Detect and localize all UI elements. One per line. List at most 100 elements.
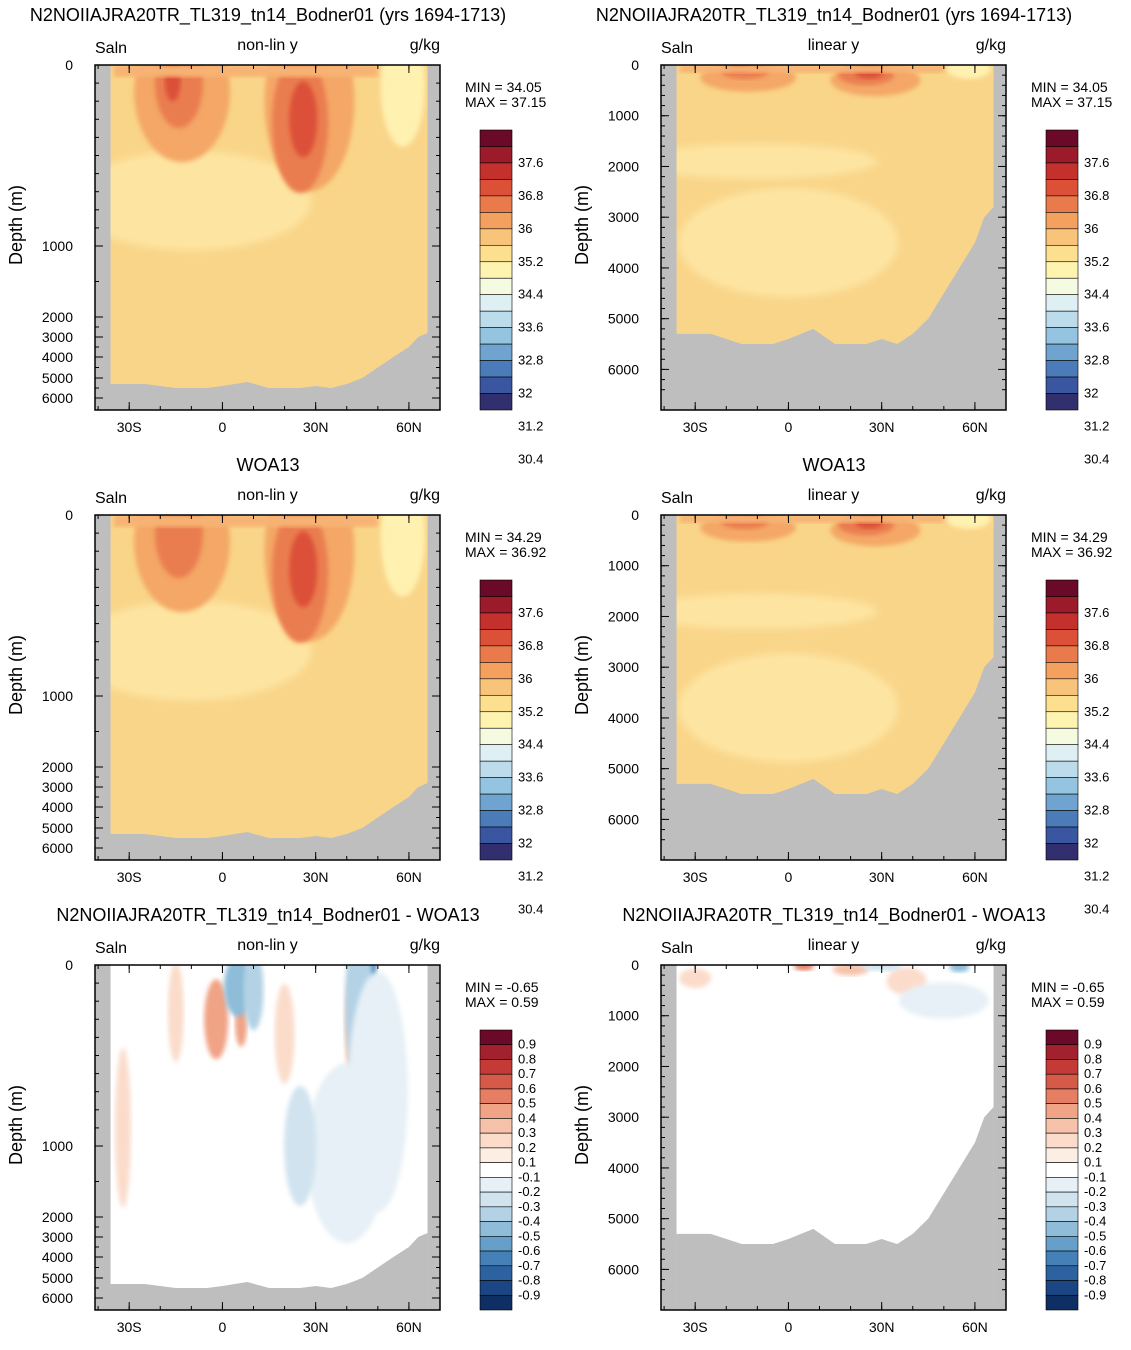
colorbar-label: 30.4 <box>518 901 543 916</box>
y-tick-label: 1000 <box>608 1008 639 1024</box>
colorbar-label: 35.2 <box>518 704 543 719</box>
colorbar-swatch <box>479 1147 513 1163</box>
max-value: MAX = 36.92 <box>1031 544 1113 560</box>
chart-panel-5: N2NOIIAJRA20TR_TL319_tn14_Bodner01 - WOA… <box>6 905 540 1335</box>
anomaly-4 <box>898 982 989 1019</box>
colorbar-swatch <box>1045 1280 1079 1296</box>
anomaly-13 <box>347 971 408 1212</box>
contour-field <box>661 965 1006 1310</box>
colorbar-swatch <box>1045 1294 1079 1311</box>
y-tick-label: 0 <box>631 957 639 973</box>
colorbar-swatch <box>479 777 513 795</box>
land-east <box>427 65 440 410</box>
y-tick-label: 5000 <box>608 311 639 327</box>
north-max <box>289 531 318 608</box>
contour-field <box>661 65 1006 410</box>
land-west <box>661 65 677 410</box>
chart-panel-3: WOA13 Saln non-lin y g/kg 0 1000 2000 3000 4000 5… <box>6 455 547 916</box>
land-west <box>95 965 111 1310</box>
colorbar-label: -0.4 <box>1084 1214 1106 1229</box>
colorbar-label: 0.5 <box>1084 1096 1102 1111</box>
x-tick-label: 30N <box>303 1319 329 1335</box>
colorbar-swatch <box>479 1059 513 1075</box>
x-tick-label: 30S <box>683 419 708 435</box>
colorbar-label: 37.6 <box>1084 605 1109 620</box>
colorbar-label: 0.4 <box>518 1110 536 1125</box>
colorbar-swatch <box>1045 629 1079 647</box>
y-tick-label: 6000 <box>608 361 639 377</box>
colorbar-swatch <box>1045 662 1079 680</box>
colorbar-swatch <box>479 678 513 696</box>
land-east <box>993 515 1006 860</box>
x-tick-label: 30N <box>869 869 895 885</box>
colorbar-label: 0.2 <box>1084 1140 1102 1155</box>
colorbar-label: -0.8 <box>1084 1273 1106 1288</box>
colorbar-label: 32.8 <box>518 803 543 818</box>
fresh-tongue <box>95 150 312 251</box>
x-tick-label: 0 <box>219 419 227 435</box>
chart-title: N2NOIIAJRA20TR_TL319_tn14_Bodner01 - WOA… <box>622 905 1045 926</box>
colorbar-swatch <box>1045 195 1079 213</box>
colorbar-swatch <box>1045 228 1079 246</box>
anomaly-1 <box>832 965 869 976</box>
variable-label: Saln <box>661 40 693 57</box>
x-tick-label: 30S <box>683 869 708 885</box>
colorbar-label: 33.6 <box>1084 770 1109 785</box>
x-tick-label: 30N <box>303 869 329 885</box>
colorbar: 0.90.80.70.60.50.40.30.20.1-0.1-0.2-0.3-… <box>1045 1029 1106 1311</box>
variable-label: Saln <box>95 940 127 957</box>
colorbar-swatch <box>479 727 513 746</box>
colorbar-swatch <box>1045 826 1079 844</box>
colorbar: 37.6 36.8 36 35.2 34.4 33.6 32.8 32 31.2 30.4 <box>479 129 543 466</box>
fresh-tongue <box>95 600 312 701</box>
y-axis-label: Depth (m) <box>6 635 26 715</box>
colorbar-swatch <box>479 1206 513 1222</box>
colorbar-label: -0.5 <box>1084 1228 1106 1243</box>
min-value: MIN = 34.29 <box>1031 529 1108 545</box>
y-tick-label: 2000 <box>608 608 639 624</box>
colorbar-label: 33.6 <box>1084 320 1109 335</box>
y-tick-label: 2000 <box>42 759 73 775</box>
colorbar-label: 0.8 <box>518 1051 536 1066</box>
colorbar-label: -0.7 <box>518 1258 540 1273</box>
subpolar-fresh <box>946 515 991 530</box>
colorbar-label: 33.6 <box>518 770 543 785</box>
y-tick-label: 6000 <box>42 840 73 856</box>
units-label: g/kg <box>976 487 1006 504</box>
colorbar-label: 34.4 <box>518 287 543 302</box>
colorbar-label: -0.3 <box>1084 1199 1106 1214</box>
colorbar-label: 0.6 <box>518 1081 536 1096</box>
colorbar-label: 30.4 <box>1084 901 1109 916</box>
colorbar-swatch <box>479 1265 513 1281</box>
land-east <box>427 965 440 1310</box>
chart-panel-1: N2NOIIAJRA20TR_TL319_tn14_Bodner01 (yrs … <box>6 5 547 466</box>
subpolar-fresh <box>380 65 425 147</box>
colorbar-swatch <box>479 1088 513 1104</box>
colorbar: 0.90.80.70.60.50.40.30.20.1-0.1-0.2-0.3-… <box>479 1029 540 1311</box>
y-axis-label: Depth (m) <box>572 185 592 265</box>
deep-fresh <box>678 187 899 298</box>
colorbar-swatch <box>479 1044 513 1060</box>
colorbar-label: 0.3 <box>1084 1125 1102 1140</box>
contour-field <box>95 515 440 860</box>
sea-floor <box>676 207 994 410</box>
colorbar-label: 0.1 <box>518 1155 536 1170</box>
colorbar-label: 37.6 <box>518 605 543 620</box>
colorbar-label: 36.8 <box>1084 188 1109 203</box>
colorbar-swatch <box>479 393 513 411</box>
units-label: g/kg <box>410 37 440 54</box>
chart-title: WOA13 <box>802 455 865 475</box>
x-tick-label: 60N <box>396 419 422 435</box>
colorbar-label: 34.4 <box>1084 287 1109 302</box>
contour-field <box>95 65 440 410</box>
colorbar-label: 32 <box>518 386 532 401</box>
land-west <box>661 965 677 1310</box>
colorbar-swatch <box>1045 146 1079 164</box>
y-tick-label: 0 <box>631 507 639 523</box>
colorbar-label: 34.4 <box>1084 737 1109 752</box>
sea-floor <box>676 657 994 860</box>
colorbar-swatch <box>479 645 513 663</box>
colorbar-label: 32 <box>1084 836 1098 851</box>
colorbar-label: 0.2 <box>518 1140 536 1155</box>
sea-floor <box>676 1107 994 1310</box>
